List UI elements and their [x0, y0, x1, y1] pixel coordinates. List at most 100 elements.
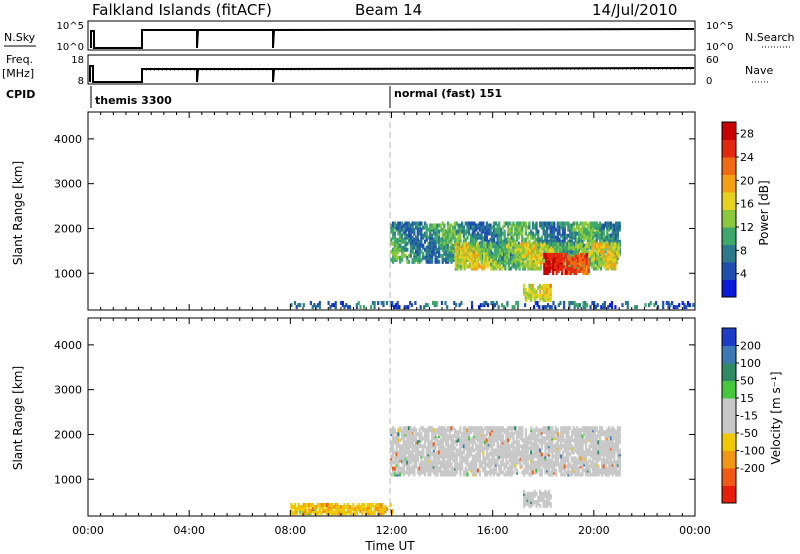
range-cell: [524, 287, 527, 292]
range-cell: [400, 253, 404, 258]
range-cell: [553, 242, 557, 247]
range-cell: [515, 442, 519, 447]
range-cell: [616, 440, 619, 445]
range-cell: [487, 231, 490, 236]
range-cell: [540, 452, 543, 457]
range-cell: [688, 303, 691, 308]
range-cell: [510, 225, 513, 230]
range-cell: [531, 436, 535, 441]
range-cell: [608, 444, 611, 449]
range-cell: [468, 221, 471, 226]
range-cell: [546, 221, 549, 226]
range-cell: [608, 454, 611, 459]
range-cell: [504, 252, 507, 257]
range-cell: [444, 301, 447, 305]
range-cell: [514, 430, 517, 435]
range-cell: [540, 442, 543, 447]
range-cell: [452, 225, 455, 230]
range-cell: [511, 250, 514, 255]
range-cell: [404, 440, 407, 445]
range-cell: [515, 446, 519, 451]
range-cell: [501, 454, 504, 459]
range-cell: [441, 452, 444, 457]
range-cell: [537, 460, 540, 465]
range-cell: [471, 446, 474, 451]
range-cell: [450, 229, 453, 234]
colorbar-tick-label: 28: [740, 128, 754, 141]
range-cell: [611, 460, 614, 465]
range-cell: [528, 497, 531, 502]
range-cell: [584, 263, 587, 267]
range-cell: [516, 244, 519, 249]
range-cell: [549, 470, 552, 475]
range-cell: [434, 464, 437, 469]
range-cell: [580, 252, 583, 257]
range-cell: [585, 267, 588, 271]
range-cell: [471, 460, 474, 465]
range-cell: [560, 454, 563, 459]
range-cell: [462, 470, 465, 475]
range-cell: [457, 223, 460, 228]
range-cell: [617, 254, 620, 259]
range-cell: [407, 472, 411, 477]
range-cell: [517, 448, 520, 453]
range-cell: [526, 448, 529, 453]
range-cell: [443, 257, 446, 262]
range-cell: [446, 221, 450, 226]
range-cell: [549, 426, 552, 431]
range-cell: [404, 229, 407, 234]
range-cell: [534, 258, 537, 263]
range-cell: [464, 454, 467, 459]
range-cell: [593, 239, 596, 244]
range-cell: [573, 301, 576, 305]
range-cell: [313, 303, 316, 308]
range-cell: [541, 254, 544, 259]
range-cell: [527, 262, 530, 267]
range-cell: [503, 472, 506, 477]
range-cell: [377, 301, 380, 305]
range-cell: [533, 454, 536, 459]
range-cell: [525, 246, 528, 251]
range-cell: [480, 227, 483, 232]
range-cell: [448, 426, 451, 431]
range-cell: [487, 223, 490, 228]
range-cell: [615, 260, 618, 265]
range-cell: [411, 428, 414, 433]
range-cell: [549, 221, 552, 226]
range-cell: [576, 263, 580, 267]
range-cell: [581, 448, 584, 453]
range-cell: [395, 470, 398, 475]
range-cell: [590, 430, 593, 435]
range-cell: [596, 254, 599, 259]
range-cell: [405, 305, 408, 310]
range-cell: [491, 452, 494, 457]
range-cell: [613, 223, 616, 228]
range-cell: [606, 235, 609, 240]
range-cell: [530, 426, 533, 431]
range-cell: [579, 442, 582, 447]
range-cell: [514, 248, 518, 253]
range-cell: [487, 436, 490, 441]
range-cell: [600, 460, 604, 465]
range-cell: [547, 221, 550, 226]
range-cell: [532, 305, 536, 310]
range-cell: [612, 254, 615, 259]
range-cell: [462, 225, 465, 230]
range-cell: [479, 242, 482, 247]
range-cell: [531, 446, 535, 451]
range-cell: [505, 434, 508, 439]
range-cell: [475, 225, 478, 230]
range-cell: [471, 468, 474, 473]
range-cell: [452, 434, 455, 439]
range-cell: [530, 497, 533, 502]
range-cell: [592, 235, 595, 240]
range-cell: [618, 239, 621, 244]
range-cell: [399, 444, 402, 449]
range-cell: [448, 245, 451, 250]
range-cell: [348, 305, 351, 310]
range-cell: [415, 432, 418, 437]
range-cell: [485, 237, 488, 242]
range-cell: [483, 258, 486, 263]
range-cell: [389, 301, 392, 305]
range-cell: [560, 221, 563, 226]
